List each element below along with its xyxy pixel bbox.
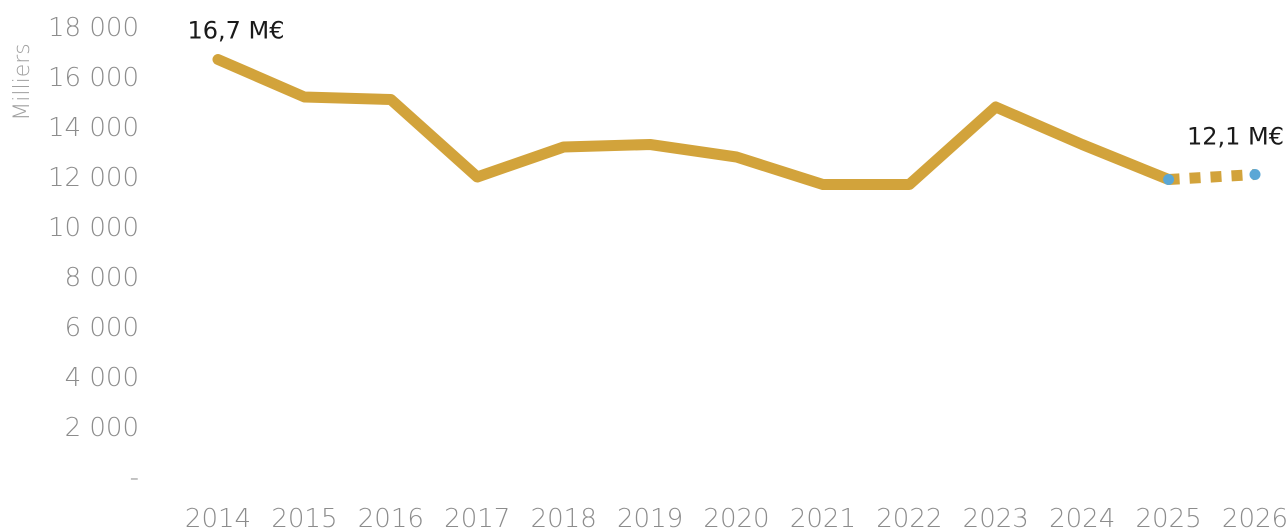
x-tick-label: 2024 bbox=[1049, 504, 1115, 528]
series-line-projection bbox=[1168, 169, 1256, 185]
y-tick-label: 6 000 bbox=[65, 313, 139, 343]
y-tick-label: 4 000 bbox=[65, 363, 139, 393]
y-tick-label: 2 000 bbox=[65, 413, 139, 443]
data-label: 12,1 M€ bbox=[1187, 123, 1284, 151]
x-tick-label: 2017 bbox=[444, 504, 510, 528]
x-tick-label: 2018 bbox=[531, 504, 597, 528]
y-tick-label: 18 000 bbox=[48, 13, 139, 43]
x-tick-label: 2026 bbox=[1222, 504, 1288, 528]
x-tick-label: 2021 bbox=[790, 504, 856, 528]
y-axis: - 2 000 4 000 6 000 8 000 10 000 12 000 14 000 1… bbox=[48, 13, 139, 493]
data-point-marker bbox=[1249, 169, 1261, 180]
y-axis-title: Milliers bbox=[10, 43, 35, 120]
x-tick-label: 2023 bbox=[963, 504, 1029, 528]
y-tick-label: 8 000 bbox=[65, 263, 139, 293]
x-tick-label: 2014 bbox=[185, 504, 251, 528]
y-tick-label: 16 000 bbox=[48, 63, 139, 93]
x-tick-label: 2019 bbox=[617, 504, 683, 528]
y-tick-label: - bbox=[130, 463, 139, 493]
x-axis: 2014 2015 2016 2017 2018 2019 2020 2021 2022 2023… bbox=[185, 504, 1288, 528]
x-tick-label: 2015 bbox=[271, 504, 337, 528]
data-labels: 16,7 M€ 12,1 M€ bbox=[187, 17, 1284, 151]
x-tick-label: 2025 bbox=[1135, 504, 1201, 528]
data-point-marker bbox=[1163, 174, 1175, 185]
y-tick-label: 14 000 bbox=[48, 113, 139, 143]
series-line-actual bbox=[212, 54, 1175, 190]
x-tick-label: 2020 bbox=[703, 504, 769, 528]
y-tick-label: 12 000 bbox=[48, 163, 139, 193]
y-tick-label: 10 000 bbox=[48, 213, 139, 243]
x-tick-label: 2022 bbox=[876, 504, 942, 528]
x-tick-label: 2016 bbox=[358, 504, 424, 528]
data-label: 16,7 M€ bbox=[187, 17, 284, 45]
series-line bbox=[212, 54, 1261, 190]
